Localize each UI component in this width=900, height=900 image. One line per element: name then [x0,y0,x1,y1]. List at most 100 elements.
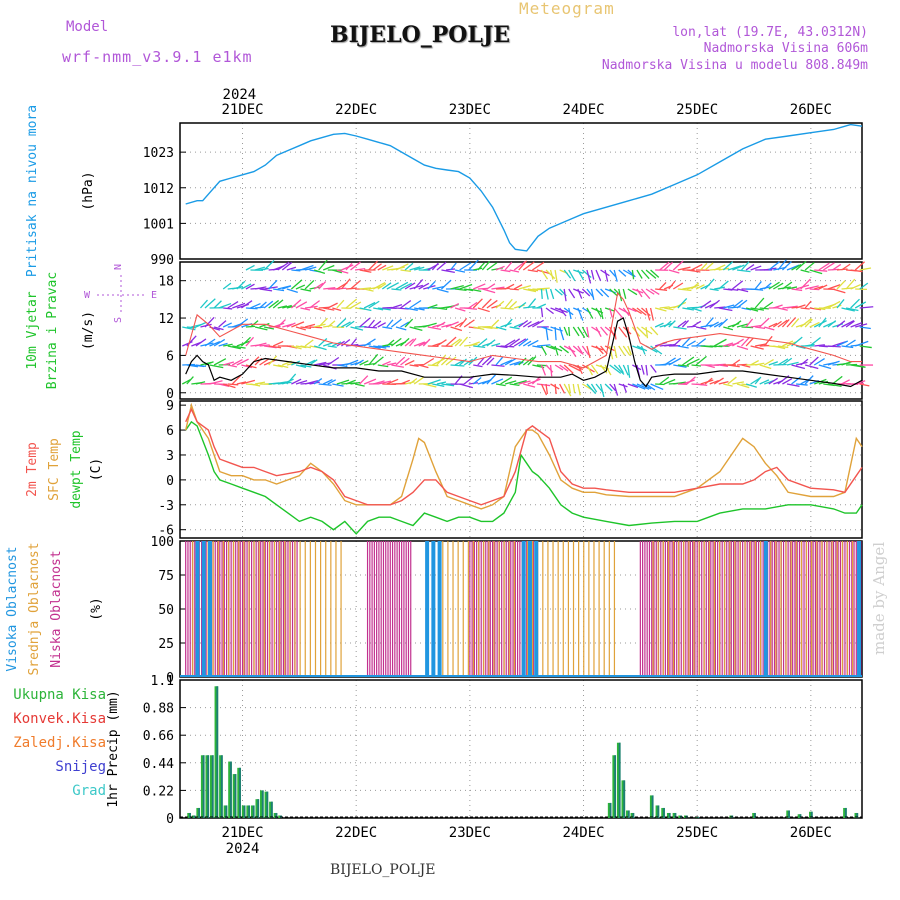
wind-barb [309,326,323,329]
precip-bar [220,755,223,818]
wind-barb [373,345,387,349]
wind-barb [600,326,609,336]
wind-barb [814,344,825,347]
wind-barb [373,307,384,311]
wind-barb [527,269,538,273]
wind-barb [309,359,318,366]
precip-bar [618,742,621,818]
wind-barb [427,379,441,385]
wind-barb [345,379,356,385]
wind-barb [427,326,442,331]
wind-barb [368,319,375,328]
wind-barb [672,260,684,271]
wind-barb [514,380,527,385]
wind-barb [213,326,224,331]
wind-barb [595,345,604,355]
wind-barb [791,376,802,385]
wind-barbs-group [181,259,874,398]
wind-barb [836,280,846,290]
wind-barb [609,364,622,374]
precip-bar [651,795,654,818]
wind-barb [713,321,723,328]
wind-barb [809,307,822,311]
wind-barb [245,336,255,347]
wind-barb [441,269,455,274]
wind-barb [859,267,872,271]
wind-barb [323,342,334,347]
wind-barb [350,326,364,331]
temperature-ylabel: 2m Temp [25,442,40,497]
wind-barb [590,364,599,375]
wind-barb [654,307,667,312]
temperature-panel: -6 -3 0 3 6 9 2m Temp SFC Temp dewpt Temp (C) [25,399,863,539]
wind-barb [372,356,384,366]
wind-barb [581,288,591,297]
wind-barb [818,262,830,271]
wind-barb [581,269,592,278]
wind-barb [773,304,783,309]
wind-barb [313,378,323,385]
wind-barb [195,338,207,347]
wind-barb [759,379,770,385]
precip-ytick-label: 0.88 [143,702,174,717]
wind-barb [195,364,207,368]
wind-barb [563,364,574,374]
precip-bar [225,805,228,818]
wind-barb [741,261,750,271]
wind-barb [400,321,410,328]
wind-barb [418,282,430,290]
precip-bar [844,807,847,818]
wind-barb [836,320,846,328]
wind-barb [518,301,527,309]
wind-barb [659,376,670,385]
wind-barb [450,364,465,367]
wind-barb [350,261,361,271]
wind-barb [718,380,729,385]
wind-barb [527,288,539,292]
pressure-frame [179,122,863,260]
wind-barb [613,269,618,282]
wind-barb [432,358,445,366]
wind-barb [600,269,610,277]
wind-barb [219,270,228,271]
wind-barb [763,301,774,309]
temperature-ylabel: (C) [89,458,104,481]
pressure-panel: 990 1001 1012 1023 Pritisak na nivou mora (hP… [25,105,863,277]
wind-barb [854,261,865,271]
wind-barb [336,269,349,274]
wind-barb [368,300,380,309]
compass-e: E [151,290,157,301]
wind-barb [777,307,788,311]
wind-barb [622,269,634,277]
wind-barb [413,279,424,290]
wind-barb [218,320,227,328]
wind-panel: 0 6 12 18 10m Vjetar Brzina i Pravac (m/s) [25,261,863,402]
wind-barb [427,364,439,367]
wind-barb [341,338,351,347]
wind-barb [259,358,270,366]
wind-barb [254,266,266,271]
wind-barb [427,280,436,290]
wind-barb [622,288,627,299]
wind-barb [814,285,824,290]
wind-barb [673,364,687,368]
wind-barb [832,375,843,385]
altitude-label: Nadmorska Visina 606m [703,41,868,56]
wind-barb [786,286,798,290]
wind-barb [259,288,273,292]
wind-barb [391,318,402,328]
wind-barb [282,378,294,385]
wind-barb [709,321,719,328]
wind-barb [181,379,191,385]
wind-barb [655,383,665,386]
wind-barb [568,345,577,358]
wind-barb [599,307,604,320]
wind-barb [518,319,529,328]
wind-barb [413,266,425,271]
wind-barb [581,326,589,338]
wind-barb [223,343,233,347]
wind-barb [622,307,630,317]
wind-barb [432,383,445,387]
wind-barb [291,269,301,272]
wind-barb [636,307,647,316]
